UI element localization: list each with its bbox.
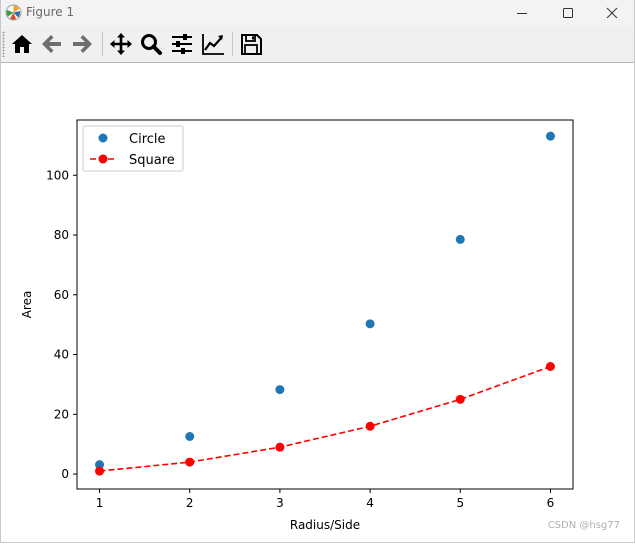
y-tick-label: 60 [54,288,69,302]
data-point-square [545,361,555,371]
minimize-button[interactable] [499,0,545,26]
data-point-circle [275,385,285,395]
legend-label-square: Square [129,153,175,168]
x-tick-label: 1 [96,496,104,510]
chart-svg: 1 2 3 4 5 6020406080100Radius/SideAreaCircleS… [20,119,574,532]
edit-axis-button[interactable] [200,31,226,57]
minimize-icon [517,13,527,14]
data-point-square [275,442,285,452]
save-button[interactable] [238,31,264,57]
y-axis-label: Area [20,291,34,319]
series-line-square [99,365,551,472]
window-title: Figure 1 [26,5,75,19]
legend-marker-circle [98,133,108,143]
forward-icon [73,35,92,53]
y-tick-label: 80 [54,228,69,242]
zoom-button[interactable] [138,31,164,57]
toolbar-grip[interactable] [2,31,5,57]
data-point-circle [185,432,195,442]
navigation-toolbar [1,26,634,63]
legend-marker-square [98,154,108,164]
y-tick-label: 0 [61,467,69,481]
forward-button[interactable] [69,31,95,57]
close-icon [606,7,618,19]
data-point-square [365,421,375,431]
pan-button[interactable] [108,31,134,57]
x-tick-label: 5 [456,496,464,510]
maximize-button[interactable] [545,0,591,26]
y-tick-label: 40 [54,348,69,362]
x-axis-label: Radius/Side [290,518,360,532]
x-tick-label: 3 [276,496,284,510]
x-tick-label: 4 [366,496,374,510]
back-button[interactable] [39,31,65,57]
x-tick-label: 6 [547,496,555,510]
data-point-circle [545,131,555,141]
y-tick-label: 20 [54,407,69,421]
matplotlib-logo-icon [5,4,22,21]
configure-subplots-button[interactable] [169,31,195,57]
save-icon [241,34,262,55]
pan-icon [110,33,132,55]
back-icon [42,35,61,53]
home-button[interactable] [9,31,35,57]
x-tick-label: 2 [186,496,194,510]
zoom-icon [141,34,162,55]
title-bar: Figure 1 [1,0,634,26]
figure-canvas[interactable]: 1 2 3 4 5 6 0 20 40 60 80 100 Radius/Side Area Circle S… [1,63,634,542]
data-point-square [455,394,465,404]
data-point-circle [455,234,465,244]
y-tick-label: 100 [46,168,69,182]
toolbar-separator [102,32,103,56]
data-point-circle [95,460,105,470]
home-icon [12,35,32,53]
toolbar-separator [232,32,233,56]
watermark-text: CSDN @hsg77 [547,520,620,531]
edit-axis-icon [202,34,224,55]
maximize-icon [563,8,573,18]
configure-subplots-icon [172,34,192,54]
close-button[interactable] [589,0,635,26]
data-point-square [95,466,105,476]
legend-label-circle: Circle [129,132,166,147]
plot-area-frame [76,119,574,490]
data-point-square [185,457,195,467]
data-point-circle [365,319,375,329]
